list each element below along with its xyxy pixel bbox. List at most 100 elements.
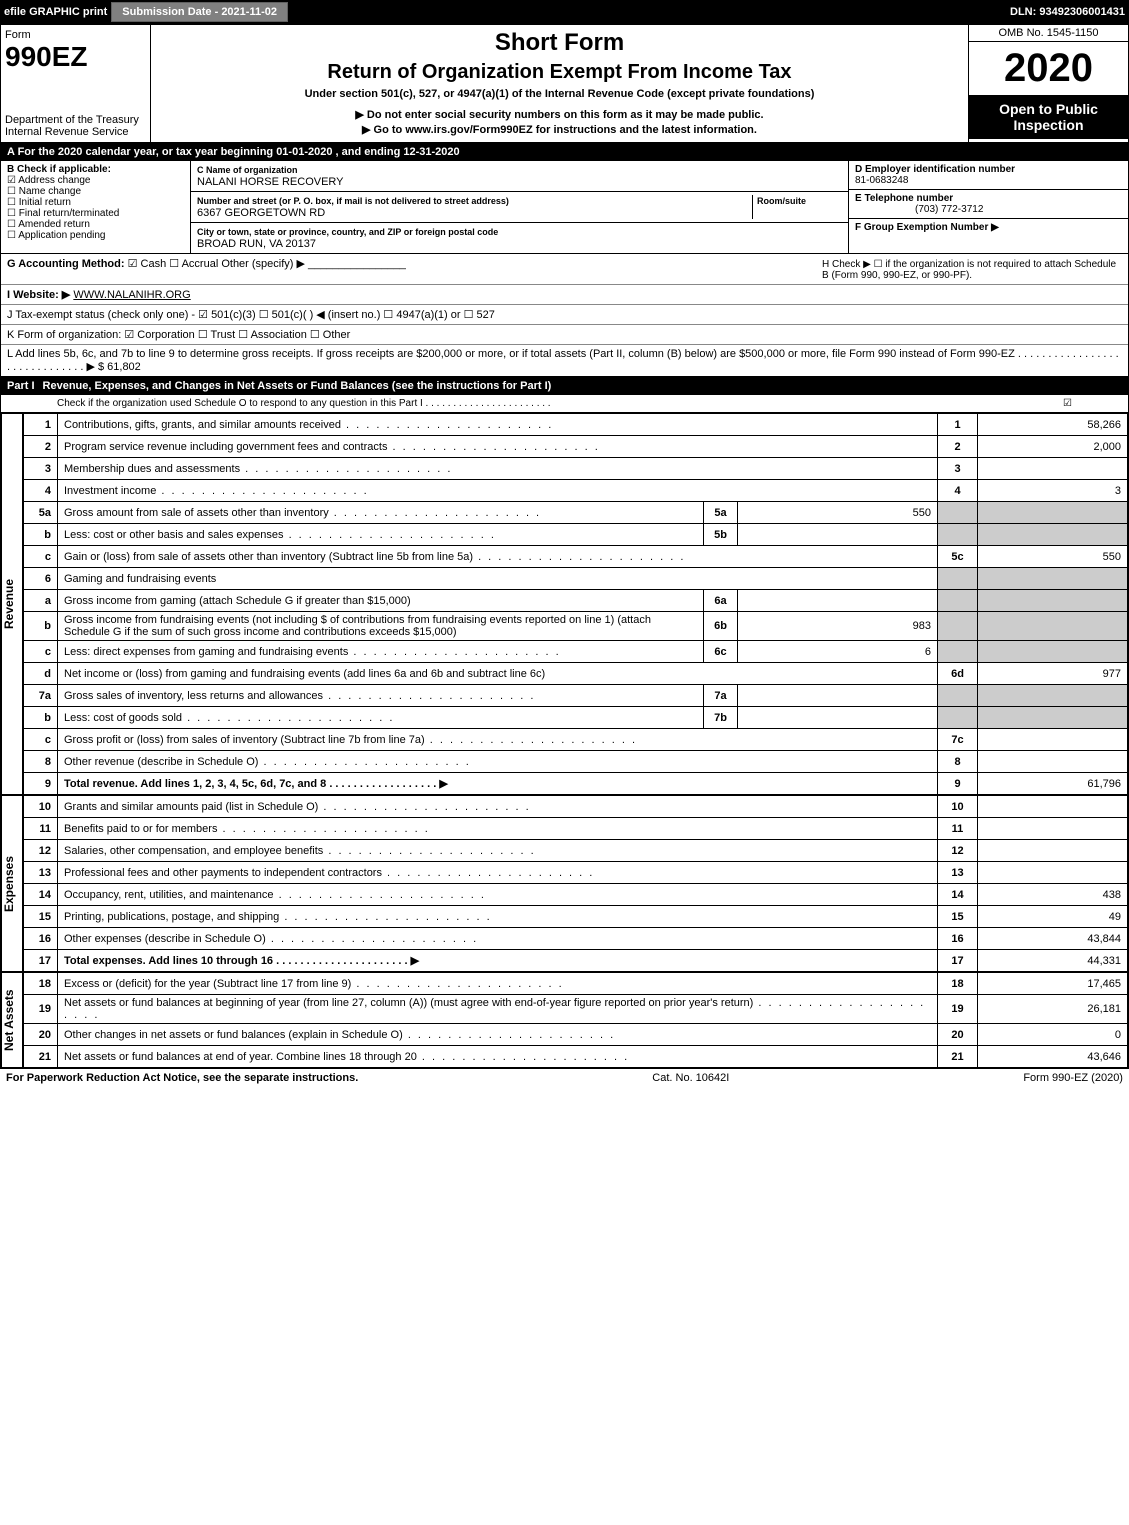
numcol: 3 — [938, 458, 978, 480]
desc: Investment income — [58, 480, 938, 502]
subcol-label: 6c — [704, 641, 738, 663]
desc: Other revenue (describe in Schedule O) — [58, 751, 938, 773]
checkbox-application-pending[interactable]: Application pending — [7, 230, 184, 241]
checkbox-name-change[interactable]: Name change — [7, 186, 184, 197]
valcol: 44,331 — [978, 950, 1128, 972]
city-cell: City or town, state or province, country… — [191, 223, 848, 253]
rownum: 18 — [24, 973, 58, 995]
desc: Net income or (loss) from gaming and fun… — [58, 663, 938, 685]
row-12: 12 Salaries, other compensation, and emp… — [24, 840, 1128, 862]
header-center: Short Form Return of Organization Exempt… — [151, 25, 968, 142]
valcol: 977 — [978, 663, 1128, 685]
f-label: F Group Exemption Number ▶ — [855, 222, 999, 233]
desc: Less: cost of goods sold — [58, 707, 704, 729]
section-c: C Name of organization NALANI HORSE RECO… — [191, 161, 848, 253]
checkbox-address-change[interactable]: Address change — [7, 175, 184, 186]
row-14: 14 Occupancy, rent, utilities, and maint… — [24, 884, 1128, 906]
rownum: 1 — [24, 414, 58, 436]
cat-number: Cat. No. 10642I — [652, 1072, 729, 1084]
desc: Total expenses. Add lines 10 through 16 … — [58, 950, 938, 972]
checkbox-initial-return[interactable]: Initial return — [7, 197, 184, 208]
numcol: 4 — [938, 480, 978, 502]
goto-link[interactable]: ▶ Go to www.irs.gov/Form990EZ for instru… — [155, 123, 964, 136]
website-link[interactable]: WWW.NALANIHR.ORG — [73, 289, 190, 301]
rownum: 12 — [24, 840, 58, 862]
under-section: Under section 501(c), 527, or 4947(a)(1)… — [155, 88, 964, 100]
valcol: 43,844 — [978, 928, 1128, 950]
part1-header: Part I Revenue, Expenses, and Changes in… — [1, 377, 1128, 395]
expenses-section: Expenses 10 Grants and similar amounts p… — [1, 795, 1128, 972]
numcol: 7c — [938, 729, 978, 751]
submission-date-button[interactable]: Submission Date - 2021-11-02 — [111, 2, 288, 22]
row-4: 4 Investment income 4 3 — [24, 480, 1128, 502]
desc: Gaming and fundraising events — [58, 568, 938, 590]
netassets-vlabel: Net Assets — [1, 972, 23, 1068]
revenue-vlabel: Revenue — [1, 413, 23, 795]
row-5a: 5a Gross amount from sale of assets othe… — [24, 502, 1128, 524]
desc: Gross profit or (loss) from sales of inv… — [58, 729, 938, 751]
subcol-label: 6a — [704, 590, 738, 612]
valcol-shaded — [978, 524, 1128, 546]
numcol: 1 — [938, 414, 978, 436]
rownum: 16 — [24, 928, 58, 950]
row-6c: c Less: direct expenses from gaming and … — [24, 641, 1128, 663]
revenue-section: Revenue 1 Contributions, gifts, grants, … — [1, 413, 1128, 795]
irs-label: Internal Revenue Service — [5, 126, 146, 138]
numcol-shaded — [938, 502, 978, 524]
rownum: 5a — [24, 502, 58, 524]
row-10: 10 Grants and similar amounts paid (list… — [24, 796, 1128, 818]
valcol-shaded — [978, 641, 1128, 663]
rownum: b — [24, 707, 58, 729]
subcol-label: 5b — [704, 524, 738, 546]
rownum: 4 — [24, 480, 58, 502]
desc: Total revenue. Add lines 1, 2, 3, 4, 5c,… — [58, 773, 938, 795]
numcol: 20 — [938, 1024, 978, 1046]
checkbox-amended-return[interactable]: Amended return — [7, 219, 184, 230]
numcol-shaded — [938, 641, 978, 663]
valcol: 438 — [978, 884, 1128, 906]
subcol-label: 6b — [704, 612, 738, 641]
rownum: 9 — [24, 773, 58, 795]
valcol: 58,266 — [978, 414, 1128, 436]
open-to-public: Open to Public — [975, 101, 1122, 117]
part1-title: Revenue, Expenses, and Changes in Net As… — [43, 380, 552, 392]
paperwork-notice: For Paperwork Reduction Act Notice, see … — [6, 1072, 358, 1084]
row-11: 11 Benefits paid to or for members 11 — [24, 818, 1128, 840]
row-19: 19 Net assets or fund balances at beginn… — [24, 995, 1128, 1024]
numcol: 16 — [938, 928, 978, 950]
checkbox-cash[interactable]: Cash — [128, 258, 167, 270]
ein-cell: D Employer identification number 81-0683… — [849, 161, 1128, 190]
row-21: 21 Net assets or fund balances at end of… — [24, 1046, 1128, 1068]
valcol — [978, 818, 1128, 840]
desc: Program service revenue including govern… — [58, 436, 938, 458]
row-6d: d Net income or (loss) from gaming and f… — [24, 663, 1128, 685]
g-accounting: G Accounting Method: Cash Accrual Other … — [7, 257, 822, 270]
rownum: 20 — [24, 1024, 58, 1046]
row-15: 15 Printing, publications, postage, and … — [24, 906, 1128, 928]
checkbox-final-return[interactable]: Final return/terminated — [7, 208, 184, 219]
row-6: 6 Gaming and fundraising events — [24, 568, 1128, 590]
desc: Gross sales of inventory, less returns a… — [58, 685, 704, 707]
desc: Contributions, gifts, grants, and simila… — [58, 414, 938, 436]
desc: Gross amount from sale of assets other t… — [58, 502, 704, 524]
form-ref: Form 990-EZ (2020) — [1023, 1072, 1123, 1084]
org-name: NALANI HORSE RECOVERY — [197, 176, 344, 188]
row-6b: b Gross income from fundraising events (… — [24, 612, 1128, 641]
row-1: 1 Contributions, gifts, grants, and simi… — [24, 414, 1128, 436]
efile-label: efile GRAPHIC print — [4, 6, 107, 18]
desc: Gross income from fundraising events (no… — [58, 612, 704, 641]
part1-schedule-o-checkbox[interactable]: ☑ — [1063, 398, 1072, 409]
numcol: 14 — [938, 884, 978, 906]
numcol: 13 — [938, 862, 978, 884]
omb-number: OMB No. 1545-1150 — [969, 25, 1128, 42]
checkbox-accrual[interactable]: Accrual — [169, 258, 218, 270]
numcol: 5c — [938, 546, 978, 568]
entity-info-row: B Check if applicable: Address change Na… — [1, 161, 1128, 254]
phone-cell: E Telephone number (703) 772-3712 — [849, 190, 1128, 219]
numcol: 17 — [938, 950, 978, 972]
subcol-label: 7a — [704, 685, 738, 707]
dln-label: DLN: 93492306001431 — [1010, 6, 1125, 18]
expenses-vlabel: Expenses — [1, 795, 23, 972]
numcol: 2 — [938, 436, 978, 458]
valcol: 2,000 — [978, 436, 1128, 458]
